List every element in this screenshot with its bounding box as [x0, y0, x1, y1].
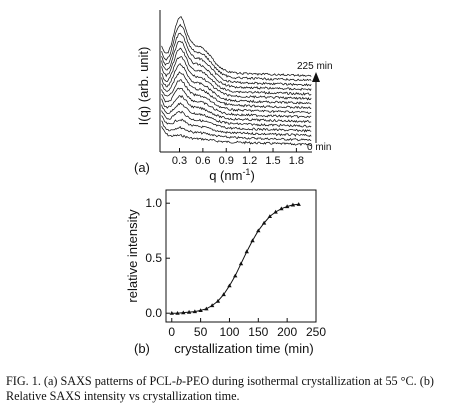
- figure-1: 0.3 0.6 0.9 1.2 1.5 1.8 I(q) (arb. unit) q (n…: [125, 10, 333, 356]
- data-point: [233, 273, 238, 278]
- saxs-curve: [161, 71, 312, 109]
- caption-part2: -PEO during isothermal crystallization a…: [6, 374, 434, 403]
- intensity-line: [171, 203, 299, 314]
- saxs-curve: [161, 63, 312, 105]
- data-point: [192, 309, 198, 314]
- x-tick-label: 1.2: [242, 155, 257, 167]
- data-point: [198, 308, 203, 313]
- x-tick-label: 150: [248, 325, 268, 339]
- panel-b-x-axis-label: crystallization time (min): [174, 341, 313, 356]
- panel-b-relative-intensity: 0 50 100 150 200 250 0.0 0.5 1.0 relative intens…: [125, 189, 326, 356]
- x-tick-label: 0.6: [195, 155, 210, 167]
- data-point: [267, 214, 273, 218]
- saxs-curve: [161, 120, 312, 142]
- x-tick-label: 100: [219, 325, 239, 339]
- saxs-curve: [161, 16, 312, 77]
- y-tick-label: 1.0: [145, 196, 162, 210]
- data-point: [250, 238, 255, 243]
- panel-b-label: (b): [134, 341, 150, 356]
- x-tick-label: 200: [277, 325, 297, 339]
- data-point: [290, 202, 296, 207]
- data-point: [273, 209, 278, 214]
- x-tick-label: 250: [306, 325, 326, 339]
- data-point: [296, 202, 301, 206]
- figure-caption: FIG. 1. (a) SAXS patterns of PCL-b-PEO d…: [6, 374, 458, 404]
- x-tick-label: 0: [168, 325, 175, 339]
- saxs-curve: [161, 94, 312, 124]
- panel-a-curves: [161, 16, 312, 147]
- saxs-curve: [161, 115, 312, 138]
- data-point: [204, 306, 209, 311]
- x-tick-label: 50: [194, 325, 208, 339]
- panel-a-label: (a): [134, 160, 150, 175]
- x-tick-label: 0.9: [219, 155, 234, 167]
- panel-a-x-axis-label: q (nm-1): [209, 167, 255, 183]
- data-point: [186, 309, 192, 314]
- panel-a-saxs-patterns: 0.3 0.6 0.9 1.2 1.5 1.8 I(q) (arb. unit) q (n…: [134, 10, 333, 183]
- data-point: [169, 311, 174, 315]
- data-point: [215, 298, 221, 303]
- saxs-curve: [161, 110, 312, 133]
- data-point: [279, 206, 284, 211]
- caption-italic: b: [175, 374, 183, 388]
- saxs-curve: [161, 87, 312, 119]
- x-tick-label: 0.3: [172, 155, 187, 167]
- caption-part1: (a) SAXS patterns of PCL-: [40, 374, 176, 388]
- y-tick-label: 0.0: [145, 306, 162, 320]
- panel-a-x-ticks: 0.3 0.6 0.9 1.2 1.5 1.8: [172, 148, 304, 167]
- data-point: [221, 292, 226, 297]
- saxs-curve: [161, 23, 312, 82]
- saxs-curve: [161, 40, 312, 92]
- time-arrow-bottom-label: 0 min: [307, 142, 331, 153]
- time-arrow-top-label: 225 min: [297, 61, 333, 72]
- data-point: [227, 283, 232, 288]
- panel-b-fit-line: [171, 203, 299, 314]
- data-point: [244, 249, 249, 254]
- panel-b-plot-frame: [165, 189, 317, 323]
- saxs-curve: [161, 102, 312, 128]
- panel-b-ticks: 0 50 100 150 200 250 0.0 0.5 1.0: [145, 196, 326, 339]
- panel-b-y-axis-label: relative intensity: [125, 209, 140, 303]
- data-point: [256, 228, 261, 233]
- time-arrow-head: [312, 72, 320, 82]
- saxs-curve: [161, 79, 312, 114]
- data-point: [261, 220, 267, 225]
- saxs-curve: [161, 126, 312, 147]
- panel-b-points: [169, 202, 301, 315]
- data-point: [238, 261, 244, 266]
- caption-prefix: FIG. 1.: [6, 374, 41, 388]
- data-point: [175, 311, 180, 315]
- saxs-curve: [161, 47, 312, 96]
- y-tick-label: 0.5: [145, 251, 162, 265]
- x-tick-label: 1.8: [289, 155, 304, 167]
- saxs-curve: [161, 32, 312, 87]
- data-point: [181, 310, 186, 315]
- saxs-curve: [161, 56, 312, 101]
- x-tick-label: 1.5: [265, 155, 280, 167]
- data-point: [209, 303, 215, 308]
- panel-a-y-axis-label: I(q) (arb. unit): [136, 47, 151, 126]
- data-point: [284, 204, 290, 209]
